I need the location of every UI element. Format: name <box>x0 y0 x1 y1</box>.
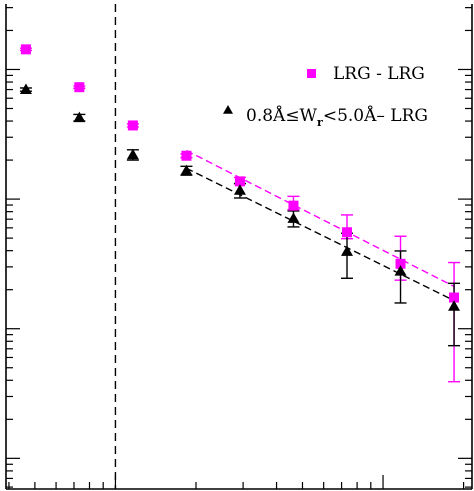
legend: LRG - LRG 0.8Å≤Wr<5.0Å– LRG <box>223 64 428 129</box>
data-point-lrg-lrg <box>234 176 245 187</box>
data-point-absorber-lrg <box>126 148 139 160</box>
fit-line-lrg-lrg <box>186 149 455 288</box>
plot-axes <box>5 4 473 490</box>
data-point-lrg-lrg <box>20 44 31 55</box>
error-bars <box>19 47 461 383</box>
data-point-lrg-lrg <box>74 82 85 93</box>
data-point-absorber-lrg <box>394 265 407 276</box>
legend-label-rest: <5.0Å– LRG <box>323 105 428 126</box>
data-point-absorber-lrg <box>448 300 461 311</box>
legend-label-main: 0.8Å≤W <box>246 105 318 126</box>
data-point-lrg-lrg <box>449 292 460 303</box>
legend-label-absorber-lrg: 0.8Å≤Wr<5.0Å– LRG <box>246 105 428 129</box>
data-point-lrg-lrg <box>288 200 299 211</box>
data-point-absorber-lrg <box>73 111 86 123</box>
data-markers <box>19 44 461 311</box>
legend-marker-absorber-lrg <box>223 105 233 114</box>
data-point-lrg-lrg <box>127 120 138 131</box>
data-point-absorber-lrg <box>287 212 300 223</box>
data-point-absorber-lrg <box>180 164 193 176</box>
legend-label-lrg-lrg: LRG - LRG <box>333 64 425 84</box>
data-point-lrg-lrg <box>342 227 353 238</box>
data-point-absorber-lrg <box>341 245 354 256</box>
data-point-lrg-lrg <box>395 258 406 269</box>
legend-marker-lrg-lrg <box>307 69 316 78</box>
fit-line-absorber-lrg <box>186 167 455 302</box>
data-point-absorber-lrg <box>233 184 246 195</box>
legend-label-subscript: r <box>317 116 323 129</box>
data-point-absorber-lrg <box>19 83 32 95</box>
data-point-lrg-lrg <box>181 150 192 161</box>
fit-lines <box>186 149 455 302</box>
